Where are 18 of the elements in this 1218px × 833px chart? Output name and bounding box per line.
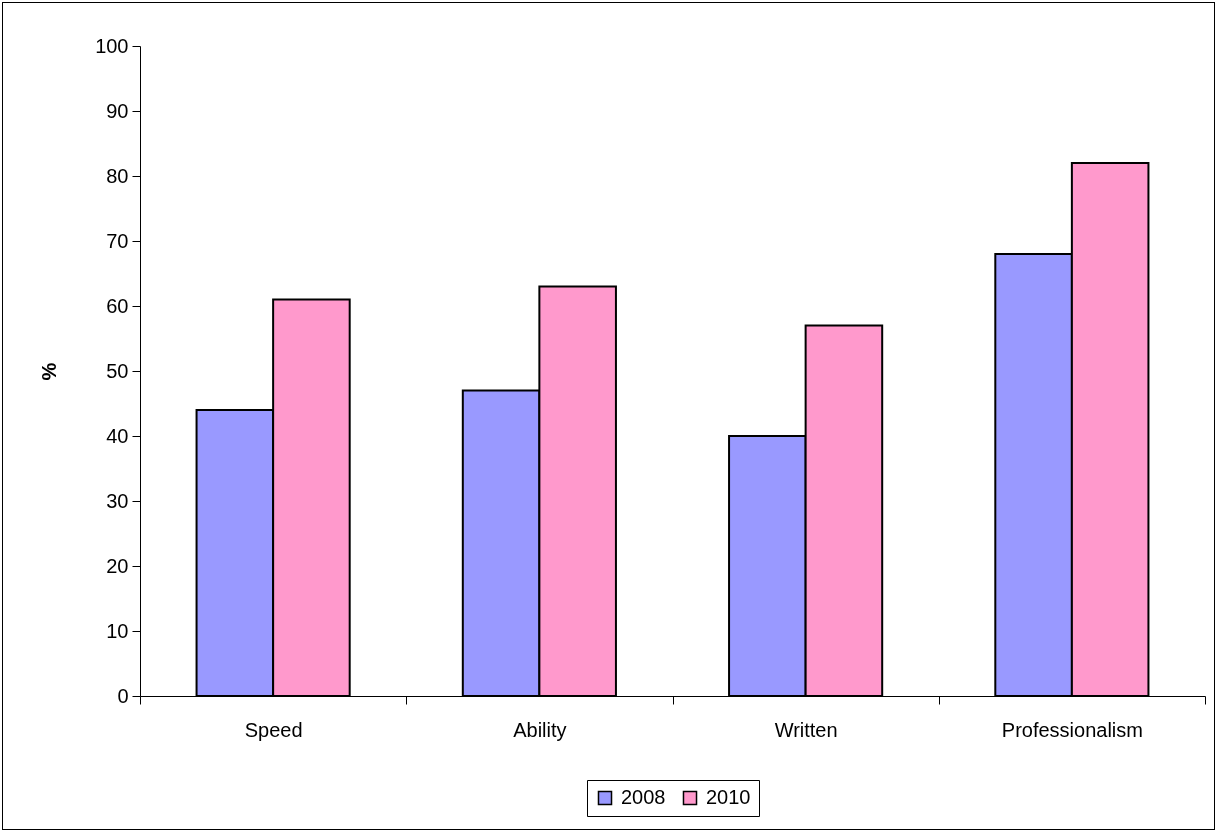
y-tick-label: 40 bbox=[106, 424, 129, 447]
y-tick-label: 80 bbox=[106, 164, 129, 187]
x-tick-label: Ability bbox=[513, 718, 567, 741]
x-tick-label: Professionalism bbox=[1001, 718, 1143, 741]
x-tick-label: Speed bbox=[244, 718, 303, 741]
x-tick-label: Written bbox=[774, 718, 838, 741]
y-tick-label: 50 bbox=[106, 359, 129, 382]
y-tick-label: 30 bbox=[106, 489, 129, 512]
y-tick-label: 70 bbox=[106, 229, 129, 252]
y-tick-label: 90 bbox=[106, 99, 129, 122]
y-tick-label: 0 bbox=[117, 684, 129, 707]
y-tick-label: 10 bbox=[106, 619, 129, 642]
y-tick-label: 20 bbox=[106, 554, 129, 577]
y-axis-title: % bbox=[37, 362, 60, 381]
y-tick-label: 100 bbox=[95, 34, 129, 57]
y-tick-label: 60 bbox=[106, 294, 129, 317]
legend-label: 2010 bbox=[706, 786, 751, 808]
legend-label: 2008 bbox=[621, 786, 666, 808]
